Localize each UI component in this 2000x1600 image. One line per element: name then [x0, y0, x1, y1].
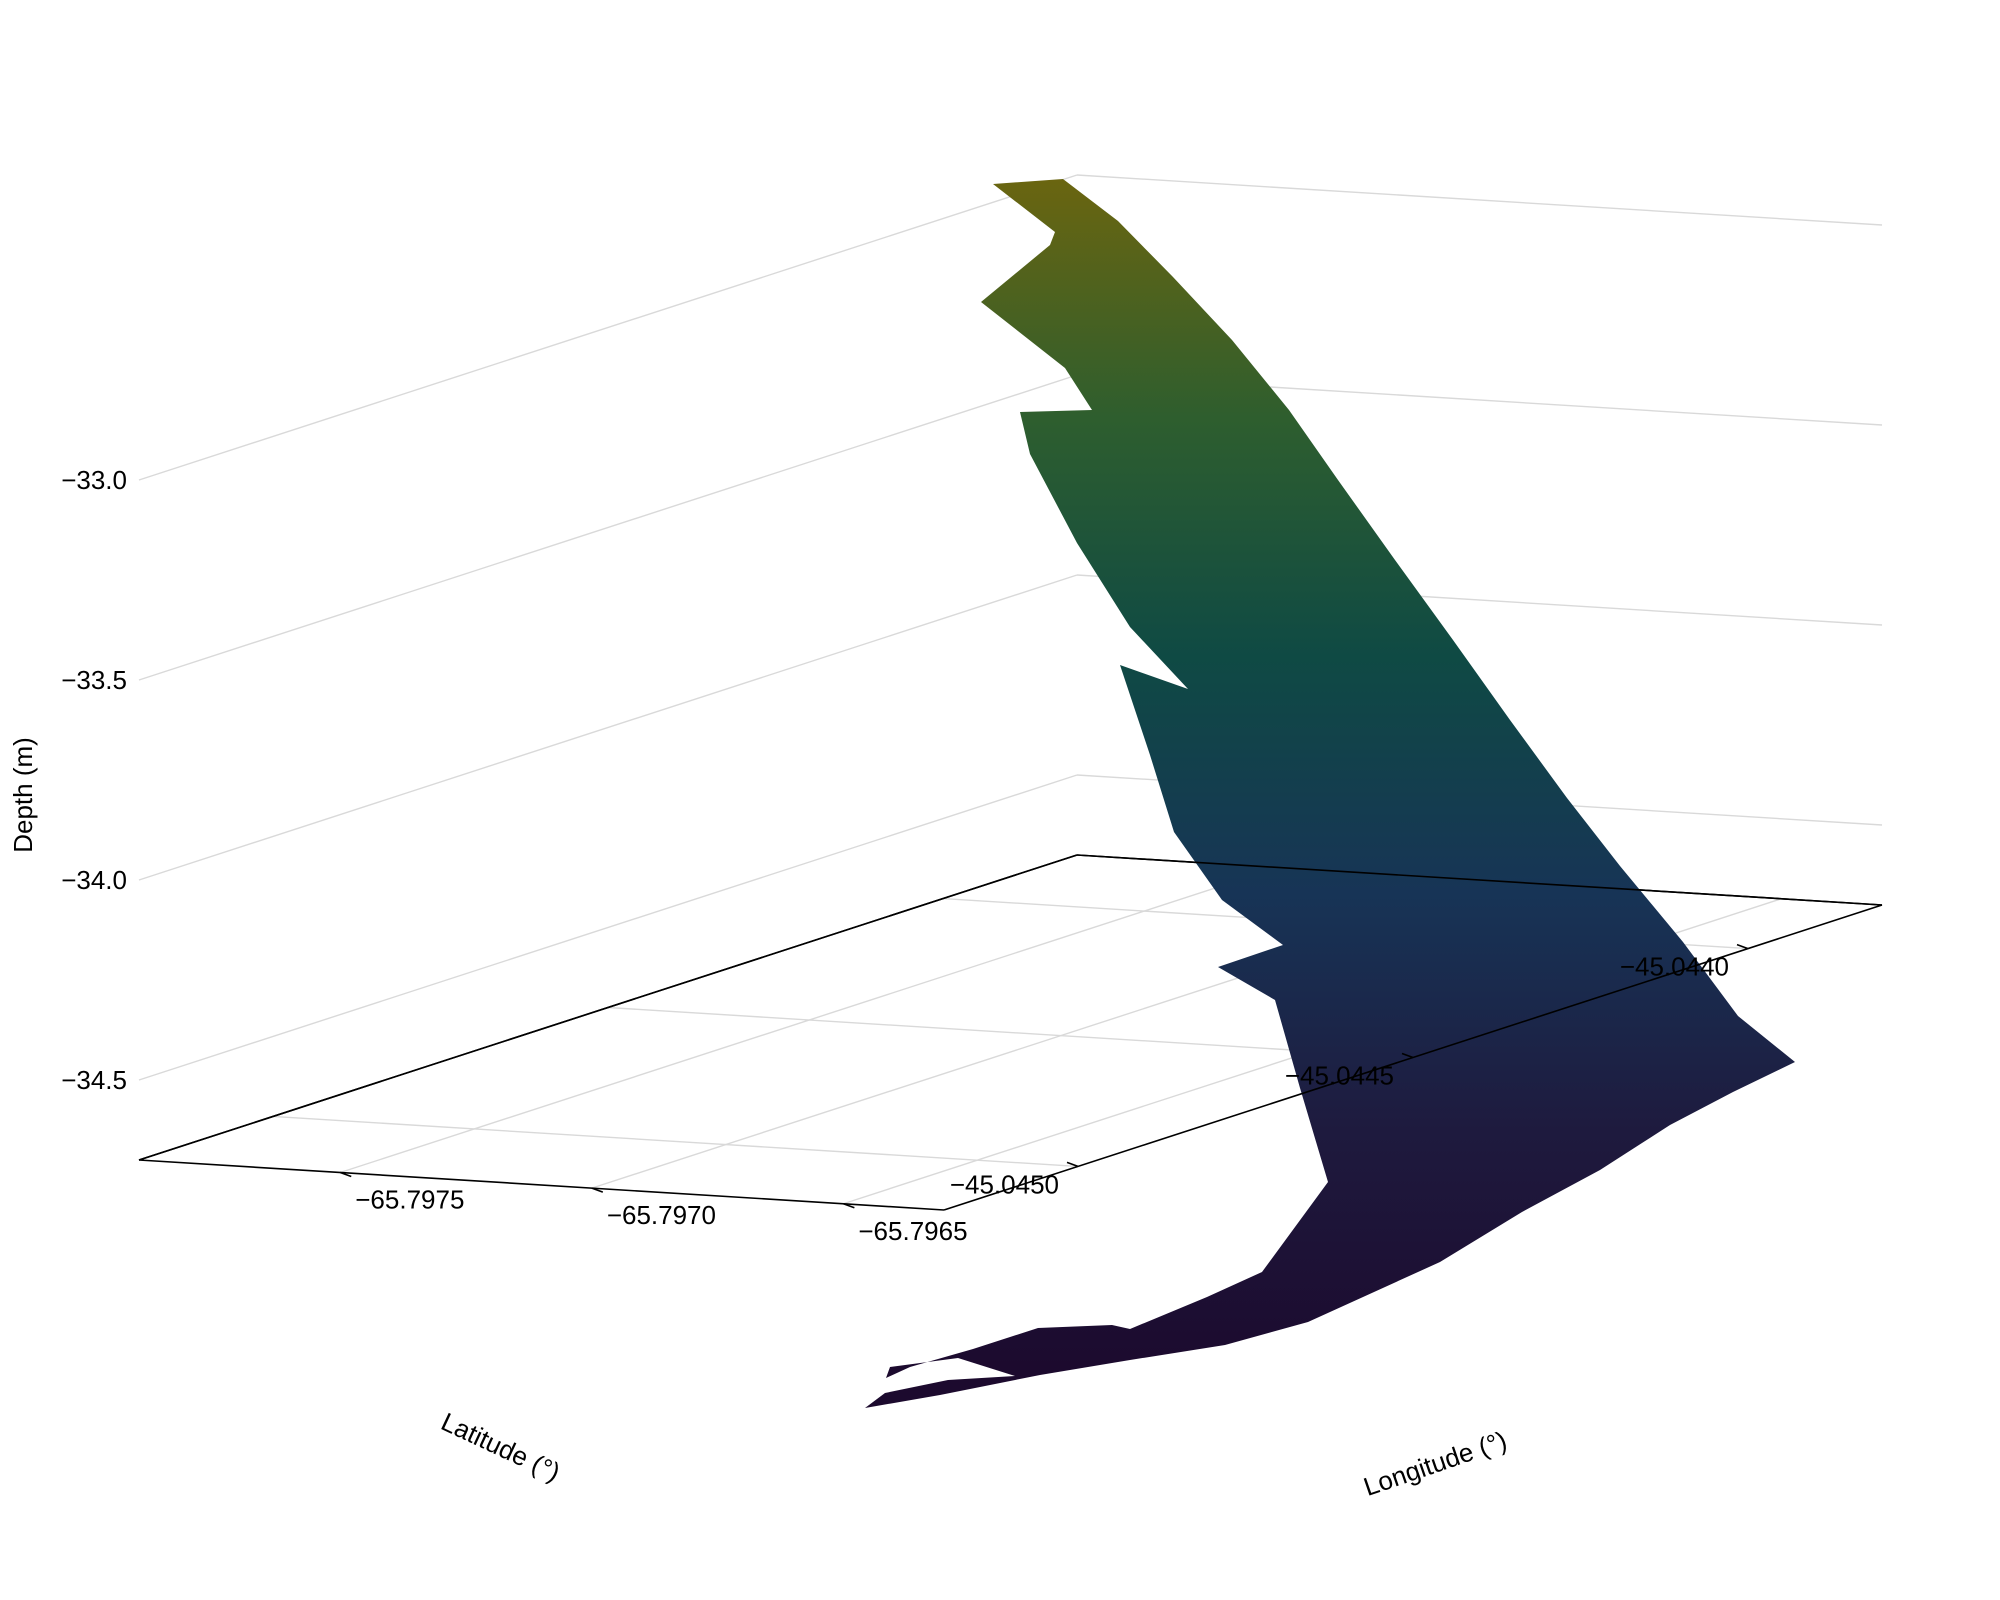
z-tick-label: −33.5 — [61, 665, 127, 695]
y-tick-mark — [1066, 1161, 1079, 1168]
tick-marks — [339, 943, 1749, 1209]
z-grid-line — [138, 574, 1078, 881]
y-tick-label: −45.0440 — [1620, 952, 1729, 982]
box-edge — [1076, 854, 1883, 906]
z-grid-line — [1076, 174, 1883, 226]
x-tick-mark — [843, 1202, 855, 1209]
x-tick-label: −65.7965 — [858, 1216, 967, 1246]
z-tick-label: −34.0 — [61, 865, 127, 895]
z-tick-label: −34.5 — [61, 1065, 127, 1095]
y-tick-mark — [1401, 1052, 1414, 1059]
z-grid-line — [138, 774, 1078, 1081]
y-grid-line — [272, 1115, 1079, 1168]
box-edge — [138, 1159, 945, 1211]
x-tick-label: −65.7970 — [607, 1200, 716, 1230]
y-tick-label: −45.0450 — [950, 1169, 1059, 1199]
x-axis-title: Longitude (°) — [1360, 1425, 1511, 1502]
x-tick-mark — [591, 1187, 604, 1193]
box-edge — [138, 854, 1078, 1161]
y-tick-label: −45.0445 — [1285, 1061, 1394, 1091]
z-grid-line — [138, 374, 1078, 681]
z-grid-line — [138, 174, 1078, 481]
y-tick-mark — [1736, 943, 1749, 950]
y-grid-line — [607, 1006, 1414, 1059]
tick-labels: −33.0 −33.5 −34.0 −34.5 −45.0450 −45.0445 −45.… — [61, 465, 1729, 1246]
z-axis-title: Depth (m) — [8, 737, 38, 853]
x-tick-mark — [339, 1171, 352, 1178]
y-axis-title: Latitude (°) — [437, 1406, 565, 1487]
x-tick-label: −65.7975 — [355, 1185, 464, 1215]
depth-surface — [865, 179, 1795, 1408]
z-tick-label: −33.0 — [61, 465, 127, 495]
